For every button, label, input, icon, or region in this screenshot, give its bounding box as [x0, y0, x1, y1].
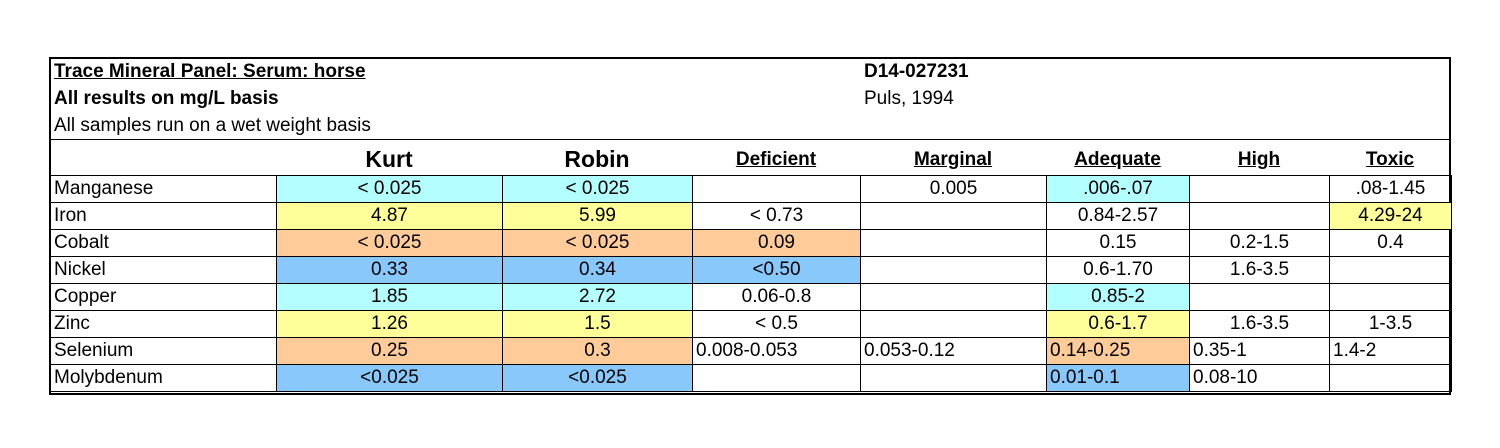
deficient-range: 0.06-0.8	[692, 283, 861, 311]
marginal-range: 0.053-0.12	[860, 337, 1047, 365]
table-row: Cobalt < 0.025 < 0.025 0.09 0.15 0.2-1.5…	[49, 229, 1452, 257]
robin-value: <0.025	[502, 364, 693, 392]
mineral-name: Zinc	[49, 310, 277, 338]
high-range: 1.6-3.5	[1189, 256, 1330, 284]
panel-title: Trace Mineral Panel: Serum: horse	[54, 61, 366, 82]
adequate-range: 0.84-2.57	[1046, 202, 1190, 230]
high-range: 0.08-10	[1189, 364, 1330, 392]
robin-value: 0.34	[502, 256, 693, 284]
deficient-range: 0.008-0.053	[692, 337, 861, 365]
adequate-range: 0.85-2	[1046, 283, 1190, 311]
column-header-toxic: Toxic	[1365, 149, 1415, 170]
table-row: Iron 4.87 5.99 < 0.73 0.84-2.57 4.29-24	[49, 202, 1452, 230]
toxic-range: 1.4-2	[1329, 337, 1452, 365]
robin-value: < 0.025	[502, 229, 693, 257]
column-header-adequate: Adequate	[1074, 149, 1161, 170]
kurt-value: < 0.025	[276, 175, 503, 203]
marginal-range	[860, 364, 1047, 392]
adequate-range: 0.15	[1046, 229, 1190, 257]
high-range: 0.2-1.5	[1189, 229, 1330, 257]
marginal-range	[860, 256, 1047, 284]
deficient-range	[692, 364, 861, 392]
high-range	[1189, 283, 1330, 311]
mineral-name: Molybdenum	[49, 364, 277, 392]
mineral-name: Cobalt	[49, 229, 277, 257]
marginal-range	[860, 283, 1047, 311]
table-row: Molybdenum <0.025 <0.025 0.01-0.1 0.08-1…	[49, 364, 1452, 392]
deficient-range: 0.09	[692, 229, 861, 257]
marginal-range	[860, 229, 1047, 257]
kurt-value: 1.26	[276, 310, 503, 338]
toxic-range	[1329, 364, 1452, 392]
column-header-robin: Robin	[564, 146, 630, 172]
deficient-range: <0.50	[692, 256, 861, 284]
table-row: Zinc 1.26 1.5 < 0.5 0.6-1.7 1.6-3.5 1-3.…	[49, 310, 1452, 338]
toxic-range: 0.4	[1329, 229, 1452, 257]
deficient-range	[692, 175, 861, 203]
deficient-range: < 0.5	[692, 310, 861, 338]
kurt-value: 4.87	[276, 202, 503, 230]
mineral-name: Copper	[49, 283, 277, 311]
high-range: 0.35-1	[1189, 337, 1330, 365]
high-range: 1.6-3.5	[1189, 310, 1330, 338]
adequate-range: .006-.07	[1046, 175, 1190, 203]
robin-value: 1.5	[502, 310, 693, 338]
high-range	[1189, 202, 1330, 230]
toxic-range: 4.29-24	[1329, 202, 1452, 230]
kurt-value: 0.25	[276, 337, 503, 365]
column-header-kurt: Kurt	[365, 146, 413, 172]
robin-value: 2.72	[502, 283, 693, 311]
toxic-range: .08-1.45	[1329, 175, 1452, 203]
marginal-range	[860, 202, 1047, 230]
column-header-marginal: Marginal	[913, 149, 993, 170]
toxic-range	[1329, 283, 1452, 311]
marginal-range	[860, 310, 1047, 338]
marginal-range: 0.005	[860, 175, 1047, 203]
case-id: D14-027231	[864, 61, 969, 82]
mineral-name: Iron	[49, 202, 277, 230]
column-header-deficient: Deficient	[735, 149, 817, 170]
kurt-value: 1.85	[276, 283, 503, 311]
adequate-range: 0.14-0.25	[1046, 337, 1190, 365]
robin-value: 5.99	[502, 202, 693, 230]
toxic-range: 1-3.5	[1329, 310, 1452, 338]
kurt-value: 0.33	[276, 256, 503, 284]
table-row: Copper 1.85 2.72 0.06-0.8 0.85-2	[49, 283, 1452, 311]
reference-citation: Puls, 1994	[864, 88, 954, 109]
kurt-value: <0.025	[276, 364, 503, 392]
robin-value: < 0.025	[502, 175, 693, 203]
toxic-range	[1329, 256, 1452, 284]
kurt-value: < 0.025	[276, 229, 503, 257]
mineral-name: Manganese	[49, 175, 277, 203]
adequate-range: 0.01-0.1	[1046, 364, 1190, 392]
deficient-range: < 0.73	[692, 202, 861, 230]
mineral-results-table: Manganese < 0.025 < 0.025 0.005 .006-.07…	[49, 175, 1452, 392]
column-header-high: High	[1237, 149, 1281, 170]
table-row: Manganese < 0.025 < 0.025 0.005 .006-.07…	[49, 175, 1452, 203]
robin-value: 0.3	[502, 337, 693, 365]
high-range	[1189, 175, 1330, 203]
adequate-range: 0.6-1.70	[1046, 256, 1190, 284]
basis-note: All results on mg/L basis	[54, 88, 279, 109]
mineral-name: Nickel	[49, 256, 277, 284]
adequate-range: 0.6-1.7	[1046, 310, 1190, 338]
header-divider	[49, 139, 1451, 140]
table-row: Nickel 0.33 0.34 <0.50 0.6-1.70 1.6-3.5	[49, 256, 1452, 284]
mineral-name: Selenium	[49, 337, 277, 365]
sample-note: All samples run on a wet weight basis	[54, 115, 371, 136]
table-row: Selenium 0.25 0.3 0.008-0.053 0.053-0.12…	[49, 337, 1452, 365]
